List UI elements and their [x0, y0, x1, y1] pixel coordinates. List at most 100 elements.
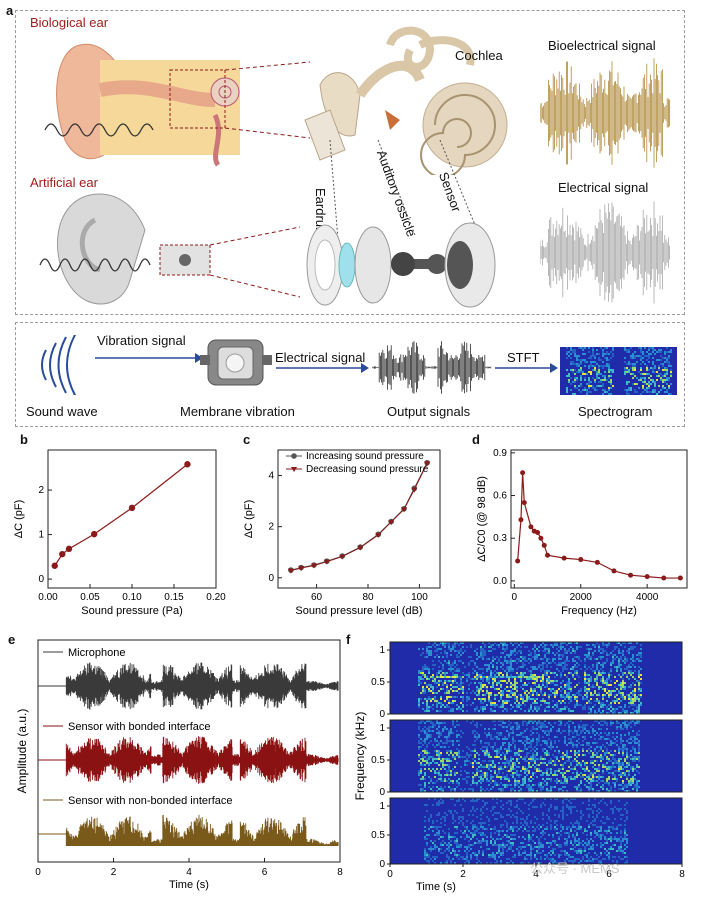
- spectrogram-cell: [600, 776, 602, 778]
- spectrogram-cell: [546, 680, 548, 682]
- spectrogram-cell: [442, 728, 444, 730]
- spectrogram-cell: [564, 708, 566, 710]
- spectrogram-cell: [486, 766, 488, 768]
- spectrogram-cell: [512, 742, 514, 744]
- spectrogram-cell: [574, 706, 576, 708]
- spectrogram-cell: [478, 850, 480, 852]
- spectrogram-cell: [436, 768, 438, 770]
- spectrogram-cell: [430, 788, 432, 790]
- spectrogram-cell: [430, 676, 432, 678]
- spectrogram-cell: [524, 746, 526, 748]
- spectrogram-cell: [596, 678, 598, 680]
- spectrogram-cell: [430, 652, 432, 654]
- spectrogram-cell: [494, 676, 496, 678]
- spectrogram-cell: [632, 766, 634, 768]
- spectrogram-cell: [556, 774, 558, 776]
- spectrogram-cell: [526, 770, 528, 772]
- spectrogram-cell: [646, 389, 648, 391]
- spectrogram-cell: [610, 351, 612, 353]
- spectrogram-cell: [450, 840, 452, 842]
- spectrogram-cell: [584, 674, 586, 676]
- spectrogram-cell: [572, 660, 574, 662]
- spectrogram-cell: [590, 756, 592, 758]
- spectrogram-cell: [524, 778, 526, 780]
- spectrogram-cell: [660, 355, 662, 357]
- spectrogram-cell: [598, 377, 600, 379]
- spectrogram-cell: [448, 750, 450, 752]
- spectrogram-cell: [562, 850, 564, 852]
- spectrogram-cell: [420, 738, 422, 740]
- spectrogram-cell: [550, 768, 552, 770]
- spectrogram-cell: [522, 700, 524, 702]
- spectrogram-cell: [488, 854, 490, 856]
- spectrogram-cell: [584, 682, 586, 684]
- spectrogram-cell: [458, 782, 460, 784]
- spectrogram-cell: [520, 822, 522, 824]
- spectrogram-cell: [610, 790, 612, 792]
- spectrogram-cell: [514, 676, 516, 678]
- spectrogram-cell: [620, 742, 622, 744]
- spectrogram-cell: [448, 754, 450, 756]
- spectrogram-cell: [516, 766, 518, 768]
- spectrogram-cell: [500, 800, 502, 802]
- spectrogram-cell: [648, 387, 650, 389]
- spectrogram-cell: [562, 730, 564, 732]
- spectrogram-cell: [588, 814, 590, 816]
- spectrogram-cell: [612, 774, 614, 776]
- spectrogram-cell: [426, 804, 428, 806]
- spectrogram-cell: [424, 830, 426, 832]
- spectrogram-cell: [596, 754, 598, 756]
- spectrogram-cell: [568, 375, 570, 377]
- spectrogram-cell: [556, 652, 558, 654]
- spectrogram-cell: [466, 680, 468, 682]
- spectrogram-cell: [444, 644, 446, 646]
- spectrogram-cell: [498, 644, 500, 646]
- spectrogram-cell: [474, 760, 476, 762]
- spectrogram-cell: [556, 806, 558, 808]
- spectrogram-cell: [472, 744, 474, 746]
- spectrogram-cell: [454, 678, 456, 680]
- spectrogram-cell: [532, 756, 534, 758]
- spectrogram-cell: [426, 686, 428, 688]
- spectrogram-cell: [620, 644, 622, 646]
- spectrogram-cell: [572, 676, 574, 678]
- spectrogram-cell: [536, 680, 538, 682]
- spectrogram-cell: [606, 738, 608, 740]
- spectrogram-cell: [556, 702, 558, 704]
- spectrogram-cell: [432, 686, 434, 688]
- spectrogram-cell: [428, 834, 430, 836]
- spectrogram-cell: [444, 778, 446, 780]
- spectrogram-cell: [598, 353, 600, 355]
- spectrogram-cell: [586, 648, 588, 650]
- spectrogram-cell: [638, 652, 640, 654]
- spectrogram-cell: [452, 848, 454, 850]
- spectrogram-cell: [444, 768, 446, 770]
- spectrogram-cell: [568, 806, 570, 808]
- spectrogram-cell: [632, 770, 634, 772]
- spectrogram-cell: [634, 774, 636, 776]
- spectrogram-cell: [604, 836, 606, 838]
- spectrogram-cell: [530, 676, 532, 678]
- spectrogram-cell: [616, 862, 618, 864]
- spectrogram-cell: [442, 816, 444, 818]
- data-point: [357, 545, 364, 551]
- spectrogram-cell: [600, 379, 602, 381]
- spectrogram-cell: [588, 804, 590, 806]
- spectrogram-cell: [516, 700, 518, 702]
- spectrogram-cell: [424, 784, 426, 786]
- spectrogram-cell: [492, 664, 494, 666]
- spectrogram-cell: [580, 818, 582, 820]
- spectrogram-cell: [558, 728, 560, 730]
- spectrogram-cell: [494, 702, 496, 704]
- spectrogram-cell: [610, 692, 612, 694]
- spectrogram-cell: [540, 856, 542, 858]
- spectrogram-cell: [462, 818, 464, 820]
- spectrogram-cell: [634, 710, 636, 712]
- spectrogram-cell: [530, 854, 532, 856]
- spectrogram-cell: [442, 788, 444, 790]
- spectrogram-cell: [612, 742, 614, 744]
- spectrogram-cell: [440, 842, 442, 844]
- spectrogram-cell: [606, 832, 608, 834]
- spectrogram-cell: [448, 730, 450, 732]
